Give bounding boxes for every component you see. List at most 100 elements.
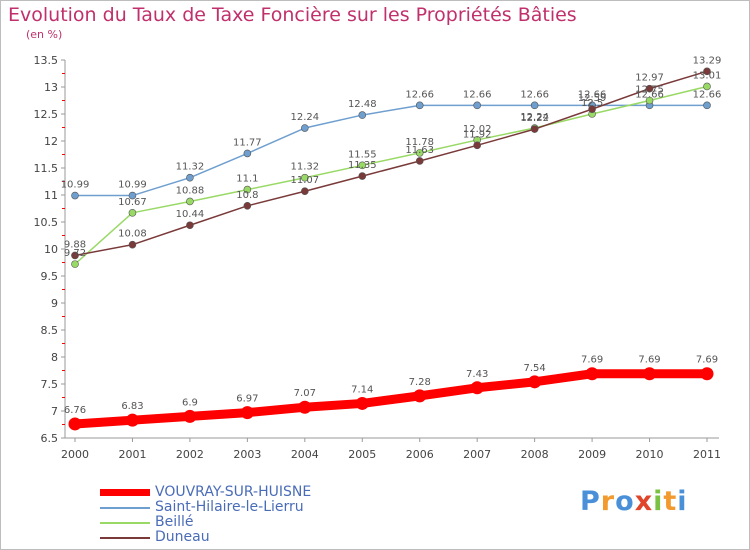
data-point-beille: [186, 197, 194, 206]
data-label-beille: 11.1: [236, 174, 258, 185]
legend-swatch-vouvray: [100, 489, 150, 496]
data-label-duneau: 11.35: [348, 160, 377, 171]
data-label-duneau: 9.88: [64, 239, 86, 250]
data-point-saint-hilaire: [358, 111, 367, 119]
chart-title: Evolution du Taux de Taxe Foncière sur l…: [8, 4, 577, 26]
y-tick-label: 12: [44, 135, 58, 148]
data-label-vouvray: 6.9: [182, 397, 198, 408]
data-point-vouvray: [470, 381, 484, 395]
data-label-saint-hilaire: 10.99: [118, 180, 147, 191]
data-point-vouvray: [413, 389, 427, 403]
series-line-beille: [74, 85, 708, 265]
data-label-saint-hilaire: 12.66: [578, 89, 607, 100]
data-label-saint-hilaire: 11.32: [176, 162, 205, 173]
y-tick-label: 7: [51, 405, 58, 418]
y-tick-label: 11.5: [34, 162, 59, 175]
data-label-beille: 11.32: [290, 162, 319, 173]
x-tick-label: 2002: [176, 448, 204, 461]
data-label-duneau: 11.63: [405, 145, 434, 156]
data-point-duneau: [588, 105, 596, 113]
y-tick-label: 12.5: [34, 108, 59, 121]
data-label-saint-hilaire: 10.99: [61, 180, 90, 191]
proxiti-logo: Proxiti: [580, 486, 688, 517]
data-point-saint-hilaire: [186, 173, 194, 182]
x-tick-label: 2007: [463, 448, 491, 461]
data-point-saint-hilaire: [473, 101, 481, 110]
chart-data-labels: 6.76 6.83 6.9 6.97 7.07 7.14 7.28 7.43 7.54 7.69 7…: [61, 55, 722, 416]
data-point-duneau: [243, 202, 252, 210]
data-point-saint-hilaire: [530, 101, 539, 110]
x-tick-label: 2000: [61, 448, 89, 461]
logo-letter: r: [600, 486, 616, 517]
series-line-duneau: [74, 70, 708, 257]
data-point-saint-hilaire: [703, 101, 711, 110]
data-point-duneau: [530, 125, 539, 133]
data-point-beille: [243, 185, 252, 194]
y-tick-label: 13: [44, 81, 58, 94]
data-point-vouvray: [125, 413, 139, 427]
legend-swatch-beille: [100, 522, 150, 524]
y-tick-label: 9.5: [41, 270, 59, 283]
data-label-vouvray: 7.43: [466, 369, 488, 380]
data-label-vouvray: 7.07: [294, 388, 316, 399]
data-point-beille: [645, 96, 654, 105]
data-label-vouvray: 7.69: [696, 355, 718, 366]
data-label-saint-hilaire: 12.66: [693, 89, 722, 100]
logo-letter: t: [663, 486, 678, 517]
data-point-duneau: [301, 187, 309, 196]
x-tick-label: 2006: [406, 448, 434, 461]
series-line-vouvray: [70, 369, 712, 429]
data-point-saint-hilaire: [128, 191, 137, 200]
data-label-beille: 13.01: [693, 70, 722, 81]
legend-label-saint-hilaire: Saint-Hilaire-le-Lierru: [155, 499, 304, 515]
data-label-duneau: 12.59: [578, 93, 607, 104]
y-tick-label: 13.5: [34, 54, 59, 67]
data-label-duneau: 12.22: [520, 113, 549, 124]
data-point-saint-hilaire: [301, 124, 309, 132]
x-tick-label: 2004: [291, 448, 319, 461]
chart-series: [68, 67, 714, 431]
data-label-duneau: 13.29: [693, 55, 722, 66]
data-label-duneau: 10.8: [236, 190, 258, 201]
legend-label-duneau: Duneau: [155, 529, 210, 545]
data-point-saint-hilaire: [415, 101, 424, 110]
legend-label-vouvray: VOUVRAY-SUR-HUISNE: [155, 484, 312, 500]
legend-swatch-duneau: [100, 537, 150, 539]
data-label-saint-hilaire: 12.48: [348, 99, 377, 110]
data-label-beille: 12.75: [635, 85, 664, 96]
data-point-duneau: [415, 157, 424, 165]
data-point-vouvray: [240, 406, 254, 420]
y-tick-label: 8: [51, 351, 58, 364]
data-label-vouvray: 7.54: [524, 363, 546, 374]
data-point-vouvray: [355, 396, 369, 410]
data-label-vouvray: 7.14: [351, 384, 373, 395]
x-tick-label: 2009: [578, 448, 606, 461]
data-point-beille: [301, 173, 309, 182]
data-label-beille: 11.55: [348, 149, 377, 160]
logo-letter: i: [653, 486, 664, 517]
data-label-beille: 11.78: [405, 137, 434, 148]
chart-axes: 6.5 7 7.5 8 8.5 9 9.5 10 10.5 11 11.5 12 12.5 13 13.5 2…: [34, 54, 722, 461]
data-label-duneau: 11.07: [290, 175, 319, 186]
data-label-duneau: 10.08: [118, 229, 147, 240]
chart-subtitle: (en %): [26, 28, 63, 41]
data-label-vouvray: 6.76: [64, 405, 86, 416]
x-tick-label: 2010: [636, 448, 664, 461]
data-point-duneau: [358, 172, 367, 180]
data-point-duneau: [473, 141, 481, 150]
data-label-saint-hilaire: 12.66: [520, 89, 549, 100]
data-label-saint-hilaire: 12.66: [635, 89, 664, 100]
data-label-vouvray: 6.83: [121, 401, 143, 412]
data-label-vouvray: 7.69: [638, 355, 660, 366]
data-label-duneau: 11.92: [463, 129, 492, 140]
data-point-beille: [358, 161, 367, 170]
data-label-vouvray: 7.69: [581, 355, 603, 366]
data-label-saint-hilaire: 12.66: [463, 89, 492, 100]
data-point-vouvray: [700, 367, 714, 381]
data-point-duneau: [703, 67, 711, 76]
data-point-vouvray: [298, 400, 312, 414]
data-point-vouvray: [643, 367, 657, 381]
data-point-saint-hilaire: [243, 149, 252, 158]
